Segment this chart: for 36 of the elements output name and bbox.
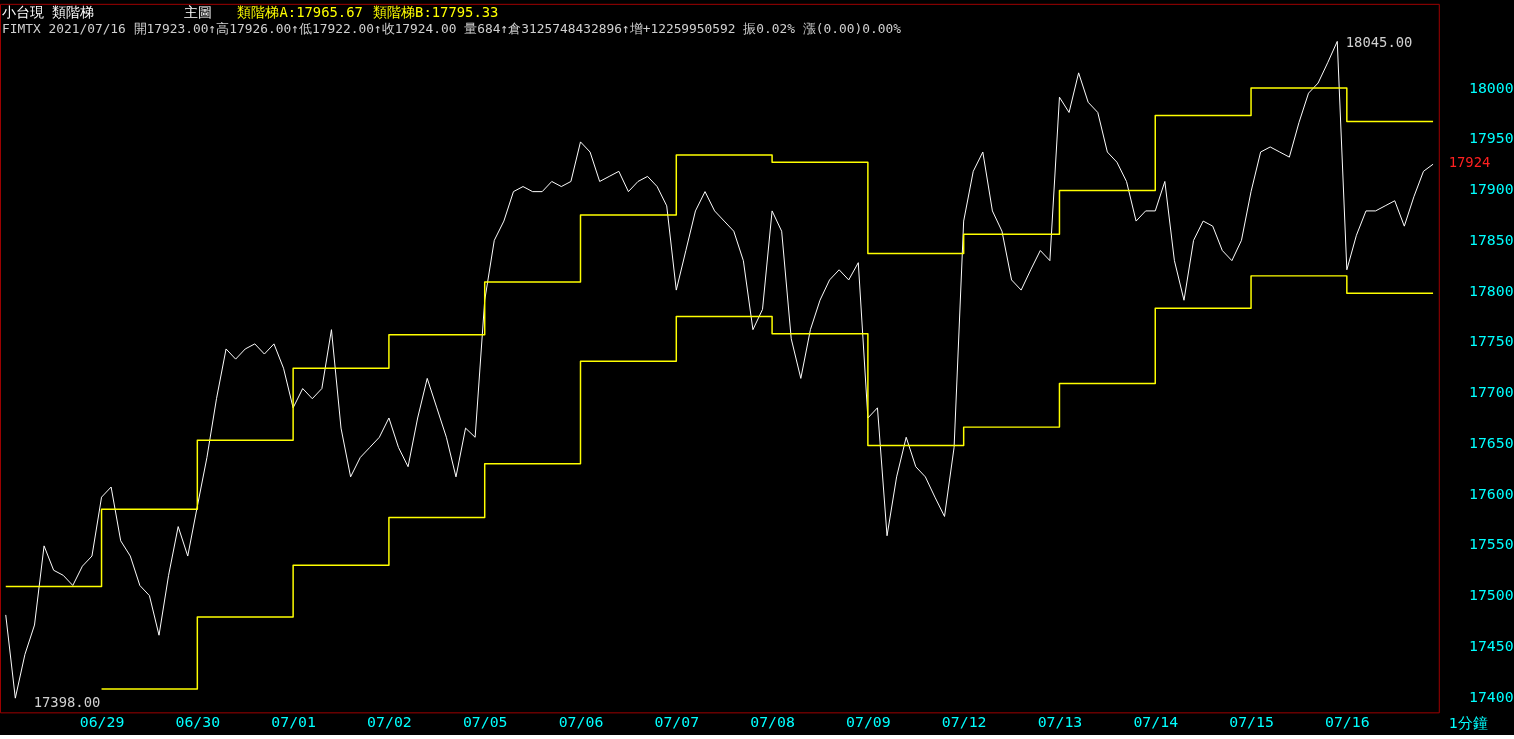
x-tick-label: 07/01 [271, 712, 316, 730]
x-tick-label: 06/29 [79, 712, 125, 730]
annotation: 類階梯B:17795.33 [373, 3, 499, 20]
y-tick-label: 17850 [1468, 230, 1514, 248]
annotation: 主圖 [184, 3, 213, 20]
x-tick-label: 07/14 [1133, 712, 1179, 730]
x-tick-label: 07/02 [367, 712, 412, 730]
chart-title: 小台現 類階梯 [1, 3, 95, 20]
x-tick-label: 07/13 [1037, 712, 1083, 730]
y-tick-label: 17700 [1468, 383, 1514, 401]
x-tick-label: 07/16 [1325, 712, 1370, 730]
y-tick-label: 17400 [1468, 687, 1514, 705]
y-tick-label: 17650 [1468, 433, 1514, 451]
x-tick-label: 07/12 [941, 712, 987, 730]
annotation: 18045.00 [1345, 34, 1413, 51]
y-tick-label: 17800 [1468, 281, 1514, 299]
x-tick-label: 06/30 [175, 712, 221, 730]
text: 17924 [1448, 154, 1491, 171]
x-tick-label: 07/08 [750, 712, 795, 730]
y-tick-label: 17450 [1468, 636, 1514, 654]
y-tick-label: 17500 [1468, 586, 1514, 604]
annotation: FIMTX 2021/07/16 開17923.00↑高17926.00↑低17922.00↑收17924.00 量684↑倉3125748432896↑增+12259950592 振0.02% 漲(0.00)0.00% [1, 20, 902, 36]
x-tick-label: 07/07 [654, 712, 700, 730]
y-tick-label: 18000 [1468, 78, 1514, 96]
y-tick-label: 17600 [1468, 484, 1514, 502]
y-tick-label: 17750 [1468, 332, 1514, 350]
x-tick-label: 07/15 [1229, 712, 1274, 730]
y-tick-label: 17950 [1468, 129, 1514, 147]
annotation: 類階梯A:17965.67 [237, 3, 363, 20]
x-tick-label: 07/05 [462, 712, 508, 730]
x-axis-title: 1分鐘 [1448, 714, 1488, 732]
annotation: 17398.00 [33, 694, 101, 711]
x-tick-label: 07/06 [558, 712, 604, 730]
x-tick-label: 07/09 [846, 712, 891, 730]
y-tick-label: 17900 [1468, 180, 1514, 198]
y-tick-label: 17550 [1468, 535, 1514, 553]
